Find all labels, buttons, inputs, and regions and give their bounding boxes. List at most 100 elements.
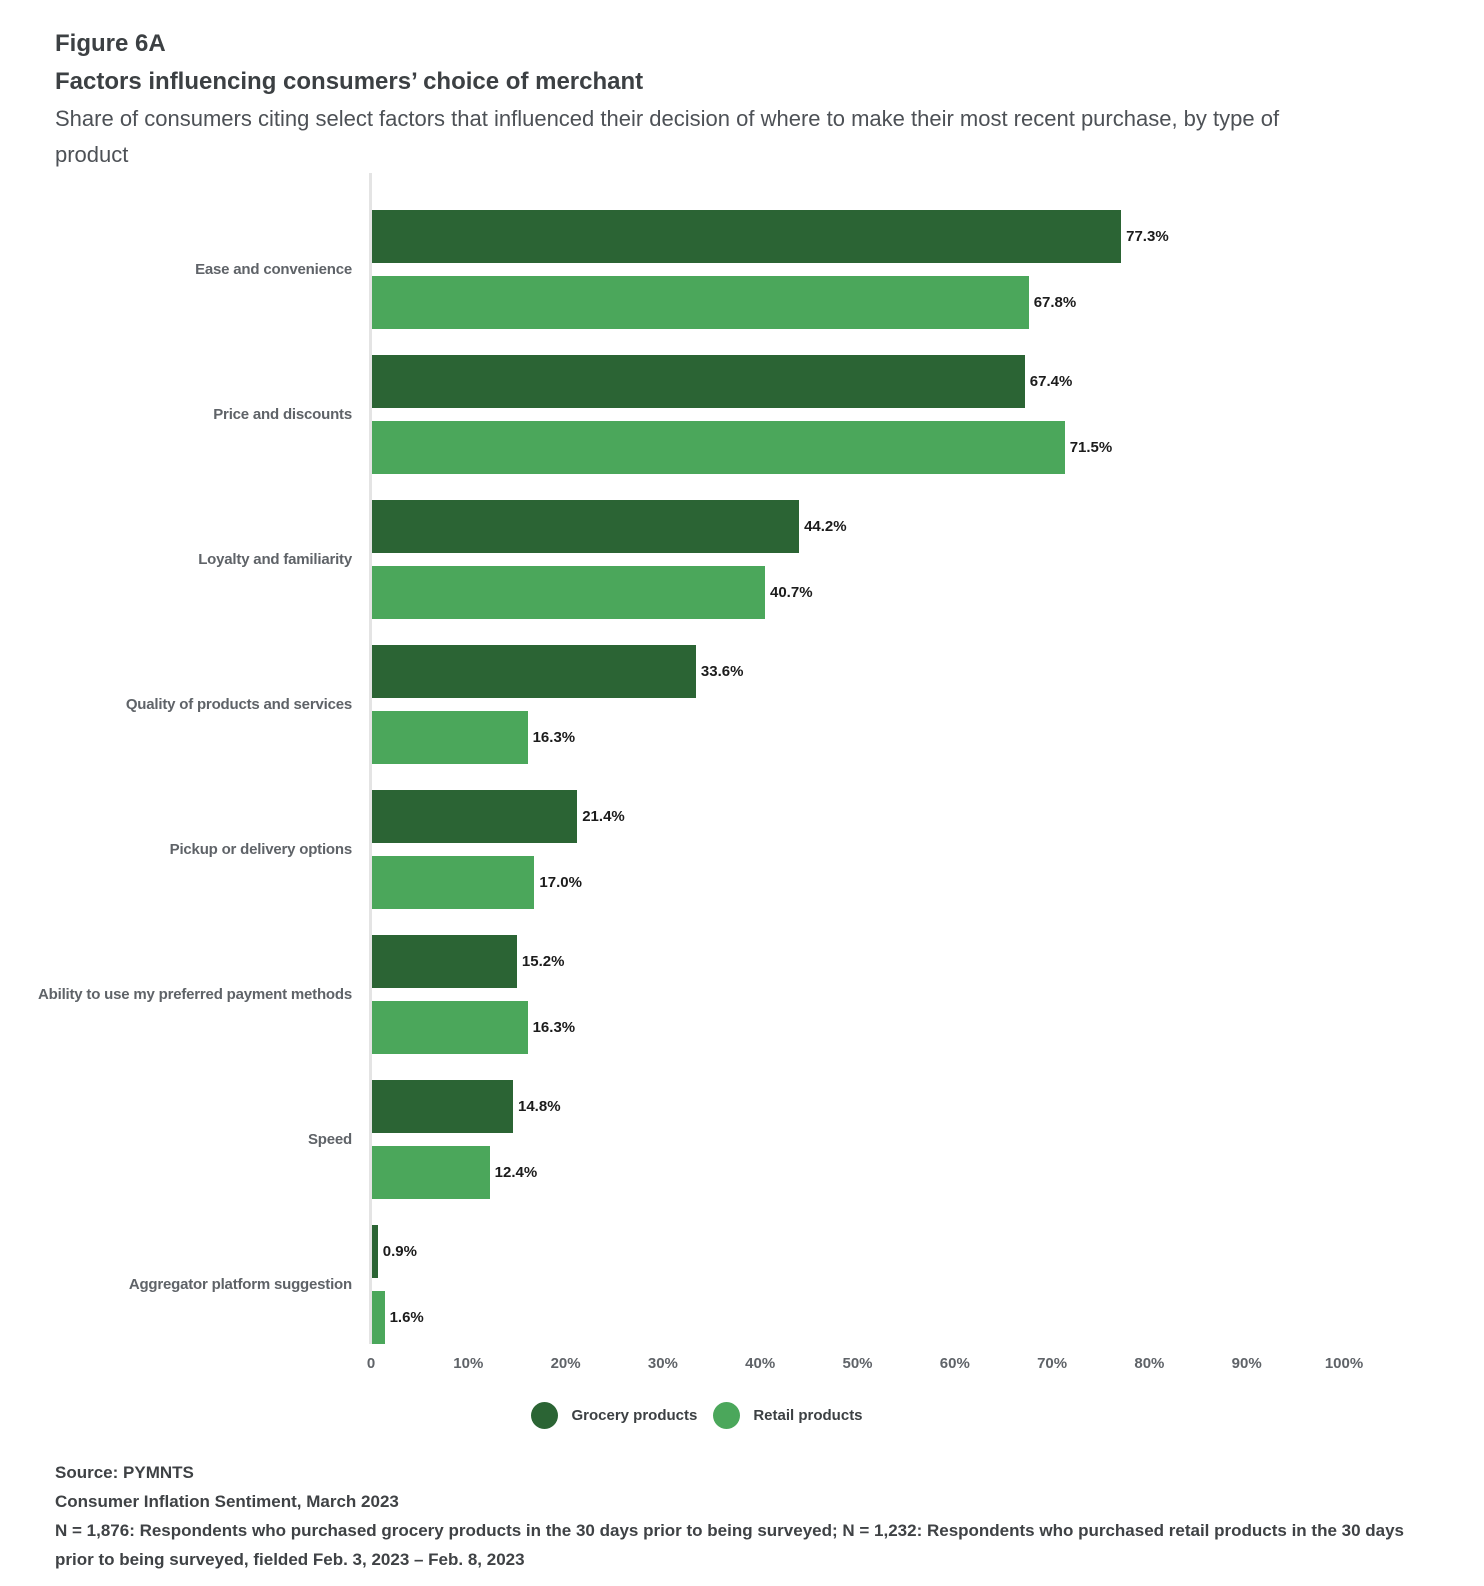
bar-row: 16.3% — [369, 1001, 1484, 1054]
bar-grocery — [369, 645, 696, 698]
value-label: 21.4% — [582, 808, 625, 825]
category-label: Price and discounts — [213, 406, 352, 423]
bar-retail — [369, 856, 535, 909]
bar-row: 44.2% — [369, 500, 1484, 553]
category-bars: 33.6% 16.3% — [369, 645, 1484, 764]
bar-retail — [369, 1291, 385, 1344]
bar-retail — [369, 566, 765, 619]
x-tick-label: 60% — [939, 1355, 970, 1372]
value-label: 12.4% — [494, 1164, 538, 1181]
bar-row: 16.3% — [369, 711, 1484, 764]
bar-row: 71.5% — [369, 421, 1484, 474]
x-tick-label: 20% — [550, 1355, 581, 1372]
bar-retail — [369, 276, 1029, 329]
bar-row: 67.8% — [369, 276, 1484, 329]
legend-item-retail: Retail products — [713, 1402, 863, 1429]
value-label: 33.6% — [700, 663, 744, 680]
chart-header: Figure 6A Factors influencing consumers’… — [0, 0, 1484, 173]
category-group: Price and discounts 67.4% 71.5% — [0, 355, 1484, 474]
category-label: Aggregator platform suggestion — [128, 1276, 352, 1293]
category-group: Aggregator platform suggestion 0.9% 1.6% — [0, 1225, 1484, 1344]
x-tick-label: 50% — [842, 1355, 873, 1372]
value-label: 0.9% — [382, 1243, 417, 1260]
bar-grocery — [369, 355, 1025, 408]
value-label: 16.3% — [532, 729, 576, 746]
category-group: Quality of products and services 33.6% 16.… — [0, 645, 1484, 764]
value-label: 67.4% — [1029, 373, 1073, 390]
category-label: Speed — [307, 1131, 352, 1148]
footer-report: Consumer Inflation Sentiment, March 2023 — [55, 1492, 399, 1511]
category-bars: 15.2% 16.3% — [369, 935, 1484, 1054]
x-axis: 0 10% 20% 30% 40% 50% 60% 70% 80% 90% 100% — [367, 1344, 1484, 1380]
bar-row: 14.8% — [369, 1080, 1484, 1133]
legend-item-grocery: Grocery products — [531, 1402, 697, 1429]
category-bars: 21.4% 17.0% — [369, 790, 1484, 909]
x-tick-label: 40% — [745, 1355, 776, 1372]
x-tick-label: 70% — [1037, 1355, 1068, 1372]
bar-grocery — [369, 935, 517, 988]
source-note: Source: PYMNTS Consumer Inflation Sentim… — [0, 1429, 1484, 1574]
value-label: 67.8% — [1033, 294, 1077, 311]
chart-plot-area: Ease and convenience 77.3% 67.8% Price and … — [0, 173, 1484, 1344]
bar-row: 12.4% — [369, 1146, 1484, 1199]
bar-retail — [369, 1001, 528, 1054]
value-label: 77.3% — [1126, 228, 1169, 245]
value-label: 40.7% — [770, 584, 813, 601]
bar-grocery — [369, 500, 800, 553]
value-label: 15.2% — [521, 953, 565, 970]
value-label: 1.6% — [389, 1309, 424, 1326]
y-axis-line — [369, 173, 372, 1344]
footer-note: N = 1,876: Respondents who purchased gro… — [55, 1521, 1405, 1569]
bar-row: 15.2% — [369, 935, 1484, 988]
legend-label: Grocery products — [571, 1407, 698, 1424]
chart-title: Factors influencing consumers’ choice of… — [55, 68, 644, 95]
x-tick-label: 0 — [366, 1355, 376, 1372]
value-label: 16.3% — [532, 1019, 576, 1036]
category-group: Ease and convenience 77.3% 67.8% — [0, 210, 1484, 329]
chart-subtitle: Share of consumers citing select factors… — [55, 106, 1280, 167]
value-label: 44.2% — [804, 518, 847, 535]
category-group: Pickup or delivery options 21.4% 17.0% — [0, 790, 1484, 909]
bar-grocery — [369, 1080, 513, 1133]
footer-source: Source: PYMNTS — [55, 1463, 194, 1482]
bar-row: 17.0% — [369, 856, 1484, 909]
category-label: Loyalty and familiarity — [198, 551, 352, 568]
bar-retail — [369, 1146, 490, 1199]
x-tick-label: 80% — [1134, 1355, 1165, 1372]
legend-dot-icon — [531, 1402, 559, 1429]
bar-retail — [369, 421, 1065, 474]
x-tick-label: 30% — [647, 1355, 678, 1372]
bar-row: 33.6% — [369, 645, 1484, 698]
bar-grocery — [369, 1225, 378, 1278]
category-label: Ability to use my preferred payment meth… — [38, 986, 352, 1003]
category-bars: 0.9% 1.6% — [369, 1225, 1484, 1344]
figure-label: Figure 6A — [55, 30, 166, 57]
bar-grocery — [369, 790, 578, 843]
category-bars: 14.8% 12.4% — [369, 1080, 1484, 1199]
x-tick-label: 10% — [453, 1355, 484, 1372]
category-group: Speed 14.8% 12.4% — [0, 1080, 1484, 1199]
bar-row: 21.4% — [369, 790, 1484, 843]
category-label: Pickup or delivery options — [169, 841, 353, 858]
bar-row: 1.6% — [369, 1291, 1484, 1344]
bar-row: 40.7% — [369, 566, 1484, 619]
category-bars: 44.2% 40.7% — [369, 500, 1484, 619]
category-group: Ability to use my preferred payment meth… — [0, 935, 1484, 1054]
value-label: 14.8% — [518, 1098, 561, 1115]
bar-row: 0.9% — [369, 1225, 1484, 1278]
bar-retail — [369, 711, 528, 764]
category-label: Quality of products and services — [125, 696, 352, 713]
category-group: Loyalty and familiarity 44.2% 40.7% — [0, 500, 1484, 619]
legend-dot-icon — [713, 1402, 741, 1429]
bar-row: 67.4% — [369, 355, 1484, 408]
bar-chart: Ease and convenience 77.3% 67.8% Price and … — [0, 173, 1484, 1429]
category-bars: 77.3% 67.8% — [369, 210, 1484, 329]
bar-grocery — [369, 210, 1122, 263]
legend-label: Retail products — [753, 1407, 863, 1424]
legend: Grocery products Retail products — [0, 1402, 1439, 1429]
x-tick-label: 100% — [1324, 1355, 1364, 1372]
category-label: Ease and convenience — [195, 261, 352, 278]
x-tick-label: 90% — [1231, 1355, 1262, 1372]
value-label: 17.0% — [539, 874, 582, 891]
